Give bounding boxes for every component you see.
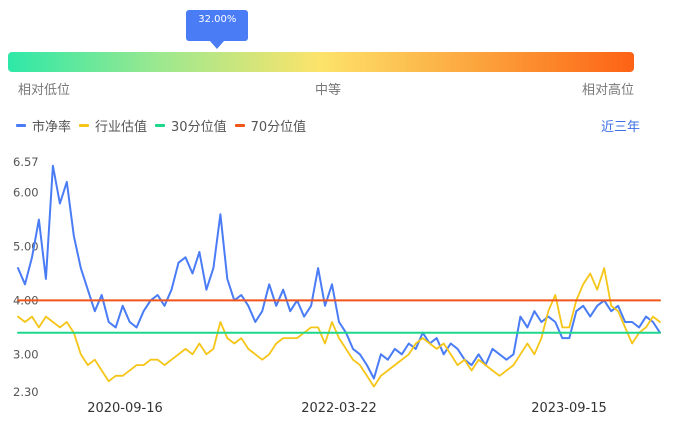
y-tick-label: 5.00 (13, 240, 39, 254)
chart-legend: 市净率 行业估值 30分位值 70分位值 (16, 116, 314, 135)
percentile-tooltip: 32.00% (186, 10, 249, 49)
legend-item-p30[interactable]: 30分位值 (155, 116, 227, 135)
valuation-gauge-bar (8, 52, 634, 72)
series-line-1 (17, 164, 661, 380)
x-tick-label: 2023-09-15 (531, 401, 607, 416)
gauge-label-low: 相对低位 (18, 83, 71, 98)
legend-swatch-icon (155, 123, 166, 127)
y-tick-label: 3.00 (13, 347, 39, 361)
y-tick-label: 2.30 (13, 385, 39, 399)
y-tick-label: 6.57 (13, 155, 39, 169)
y-tick-label: 6.00 (13, 186, 39, 200)
legend-item-pb[interactable]: 市净率 (16, 116, 71, 135)
legend-item-p70[interactable]: 70分位值 (234, 116, 307, 135)
legend-label: 70分位值 (250, 119, 307, 135)
legend-label: 30分位值 (171, 119, 227, 135)
gauge-label-high: 相对高位 (582, 83, 635, 98)
legend-item-industry[interactable]: 行业估值 (79, 116, 147, 135)
x-tick-label: 2020-09-16 (87, 401, 163, 416)
legend-swatch-icon (234, 123, 245, 127)
legend-swatch-icon (16, 123, 26, 127)
legend-label: 行业估值 (95, 119, 148, 135)
range-button-3y[interactable]: 近三年 (600, 120, 640, 135)
x-tick-label: 2022-03-22 (301, 401, 377, 416)
legend-label: 市净率 (32, 119, 72, 135)
legend-swatch-icon (79, 123, 90, 127)
gauge-label-mid: 中等 (315, 83, 342, 98)
